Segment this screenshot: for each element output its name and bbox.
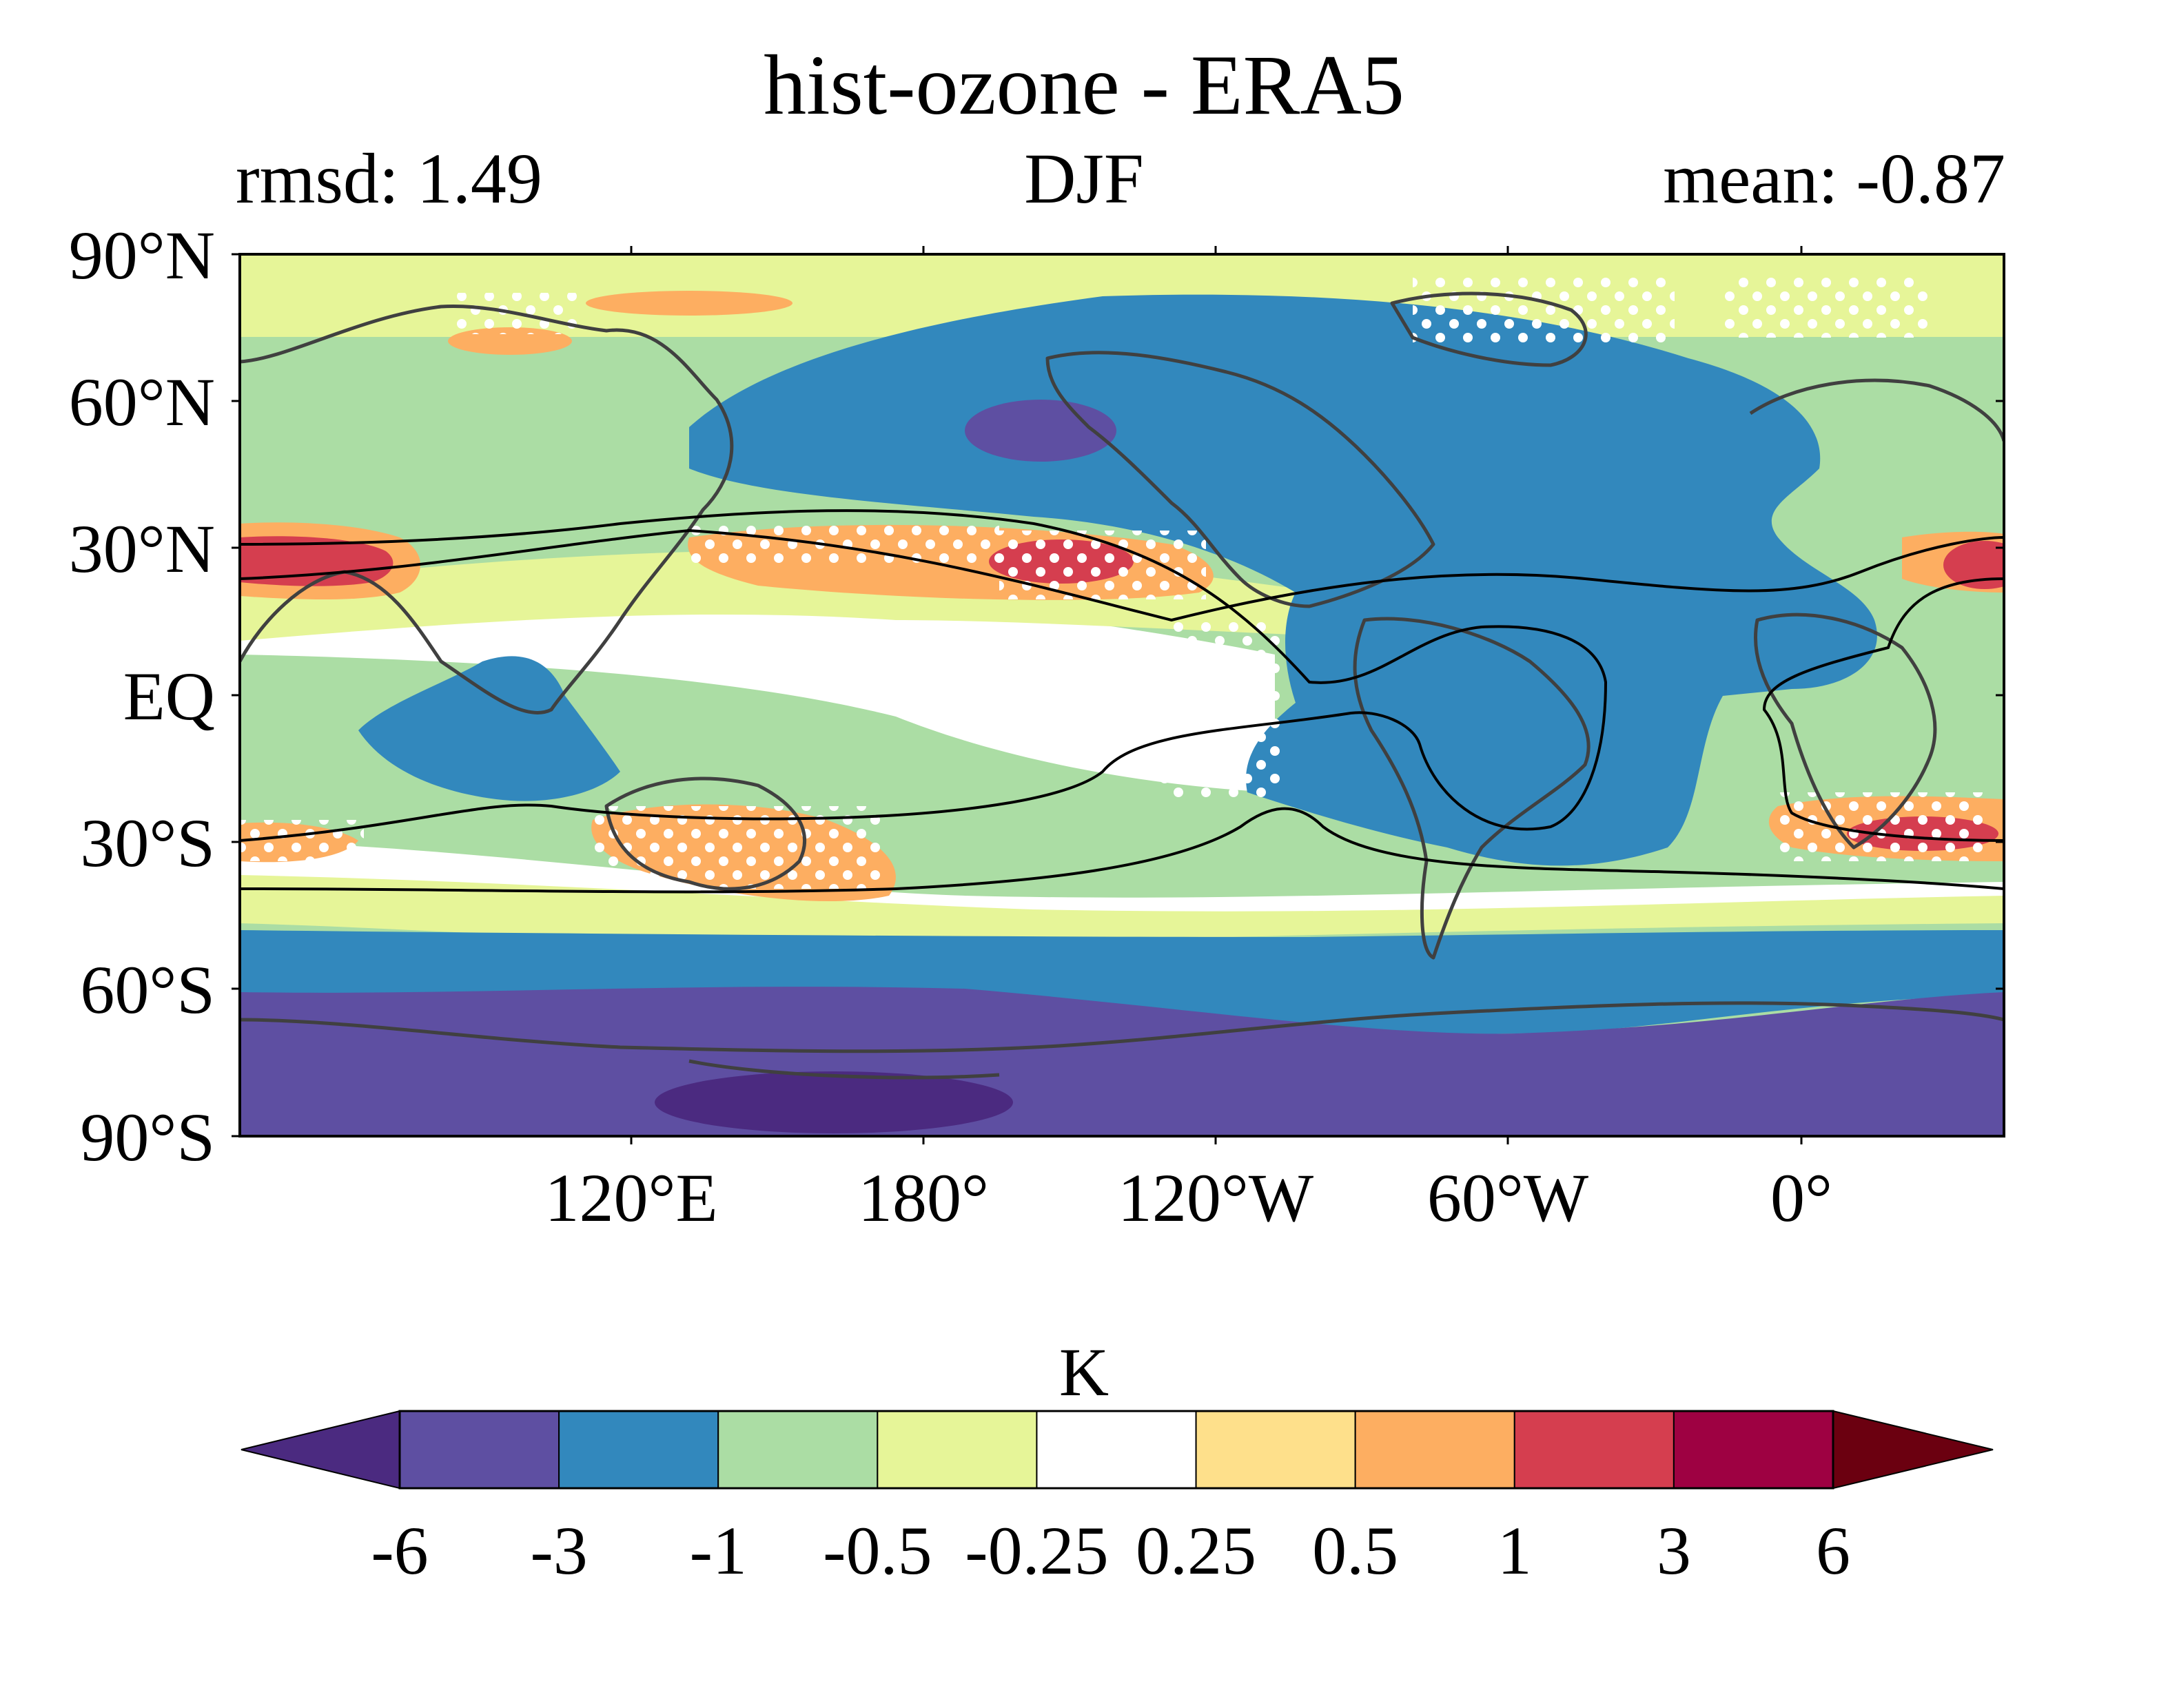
colorbar-frame (398, 1410, 1834, 1490)
colorbar-tick-label: 3 (1657, 1512, 1691, 1589)
mean-label: mean: -0.87 (1663, 139, 2005, 218)
colorbar-tick-label: 6 (1816, 1512, 1850, 1589)
colorbar-tick-label: -6 (371, 1512, 428, 1589)
reference-contours (240, 509, 2004, 894)
lon-axis: 120°E 180° 120°W 60°W 0° (544, 246, 1832, 1236)
colorbar-tick-label: -0.25 (965, 1512, 1108, 1589)
colorbar-cell (877, 1410, 1038, 1489)
colorbar-label: K (1059, 1334, 1109, 1410)
plot-title: hist-ozone - ERA5 (764, 38, 1404, 132)
colorbar-cell (558, 1410, 719, 1489)
lon-label-120e: 120°E (544, 1160, 717, 1236)
lon-label-0: 0° (1770, 1160, 1832, 1236)
lat-label-eq: EQ (123, 658, 215, 734)
patch-dark-purple-antarctic (655, 1071, 1013, 1133)
stippling (240, 276, 1985, 889)
colorbar-cell (1036, 1410, 1197, 1489)
colorbar-cell (1195, 1410, 1356, 1489)
lat-label-90n: 90°N (69, 217, 215, 294)
lon-label-180: 180° (858, 1160, 989, 1236)
colorbar-cell (1513, 1410, 1675, 1489)
rmsd-label: rmsd: 1.49 (236, 139, 542, 218)
colorbar-extend-low (241, 1410, 400, 1490)
lat-label-60n: 60°N (69, 364, 215, 440)
coastlines (240, 291, 2004, 1080)
colorbar: -6 -3 -1 -0.5 -0.25 0.25 0.5 1 3 6 (241, 1410, 1994, 1589)
patch-red-east-nh (1943, 541, 2004, 589)
lat-label-90s: 90°S (80, 1099, 215, 1175)
colorbar-tick-label: -1 (690, 1512, 747, 1589)
colorbar-cell (1673, 1410, 1834, 1489)
colorbar-cell (399, 1410, 560, 1489)
colorbar-cell (1354, 1410, 1515, 1489)
map-panel (240, 254, 2004, 1136)
lat-label-30s: 30°S (80, 805, 215, 881)
season-label: DJF (1024, 139, 1144, 218)
colorbar-tick-label: 0.25 (1136, 1512, 1256, 1589)
colorbar-tick-label: -0.5 (823, 1512, 932, 1589)
lon-label-60w: 60°W (1427, 1160, 1589, 1236)
lat-axis: 90°N 60°N 30°N EQ 30°S 60°S 90°S (69, 217, 2004, 1175)
colorbar-cell (717, 1410, 879, 1489)
lat-label-60s: 60°S (80, 951, 215, 1028)
lat-label-30n: 30°N (69, 511, 215, 587)
belt-white-tropics (240, 591, 1275, 792)
patch-orange-arctic-east (586, 291, 792, 316)
colorbar-tick-label: 1 (1497, 1512, 1532, 1589)
colorbar-tick-label: -3 (530, 1512, 587, 1589)
region-blue-indian-ocean (358, 656, 620, 801)
colorbar-tick-label: 0.5 (1312, 1512, 1398, 1589)
lon-label-120w: 120°W (1118, 1160, 1314, 1236)
colorbar-extend-high (1832, 1410, 1994, 1490)
